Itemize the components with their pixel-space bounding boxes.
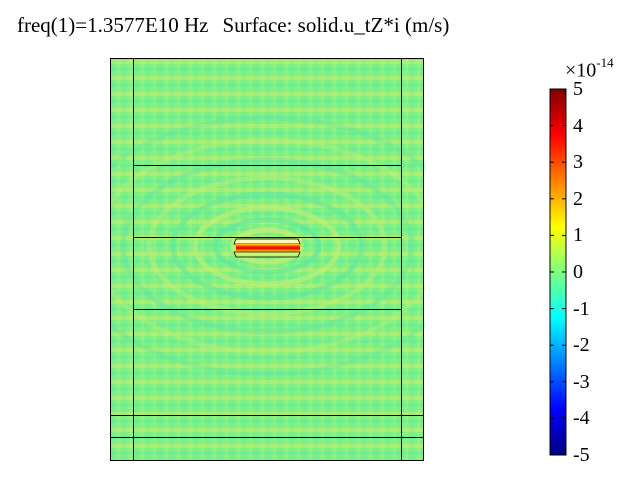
- surface-expression-label: Surface: solid.u_tZ*i (m/s): [222, 13, 450, 37]
- colorbar-tick-label: 0: [573, 261, 583, 283]
- domain-boundaries: [110, 58, 424, 461]
- resonator-bottom-electrode[interactable]: [233, 251, 301, 258]
- colorbar-tick-label: 2: [573, 187, 583, 210]
- frequency-label: freq(1)=1.3577E10 Hz: [17, 13, 209, 37]
- colorbar-tick-label: -1: [573, 297, 590, 320]
- colorbar-tick-label: 5: [573, 78, 583, 100]
- resonator-top-electrode[interactable]: [233, 238, 301, 245]
- resonator-hot-spot: [236, 244, 300, 251]
- colorbar-tick-label: 3: [573, 151, 583, 174]
- surface-plot[interactable]: [110, 58, 425, 462]
- colorbar-tick-label: -3: [573, 370, 590, 393]
- plot-title: freq(1)=1.3577E10 Hz Surface: solid.u_tZ*…: [17, 11, 449, 39]
- resonator[interactable]: [233, 238, 301, 258]
- wave-ring-pattern: [110, 115, 425, 377]
- colorbar-tick-label: -2: [573, 334, 590, 357]
- colorbar-tick-label: 4: [573, 114, 583, 137]
- colorbar: [549, 88, 567, 456]
- colorbar-tick-label: -5: [573, 444, 590, 466]
- colorbar-tick-label: 1: [573, 224, 583, 247]
- colorbar-exponent: ×10-14: [565, 55, 614, 82]
- colorbar-tick-label: -4: [573, 407, 590, 430]
